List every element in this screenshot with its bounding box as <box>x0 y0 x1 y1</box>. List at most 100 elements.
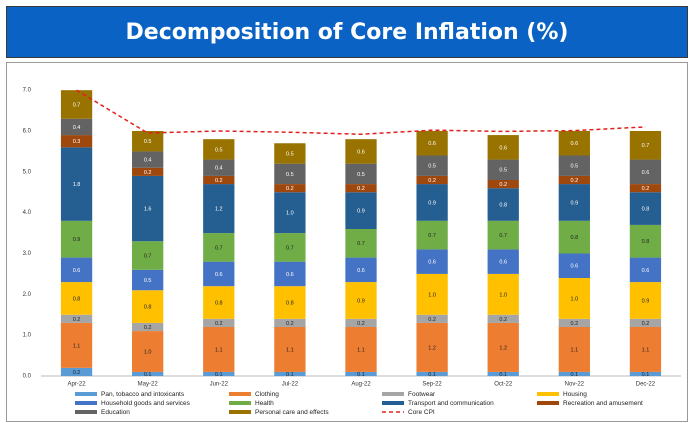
bar-segment <box>345 184 377 193</box>
data-label: 0.4 <box>73 125 81 131</box>
bar-segment <box>629 371 662 376</box>
data-label: 0.6 <box>73 268 81 274</box>
bar-segment <box>416 131 448 156</box>
legend-label: Footwear <box>408 391 436 398</box>
data-label: 0.5 <box>357 172 365 178</box>
bar-segment <box>274 261 306 287</box>
data-label: 0.6 <box>428 260 436 266</box>
bar-segment <box>274 233 306 262</box>
bar-segment <box>558 327 590 372</box>
bar-segment <box>345 229 377 258</box>
x-tick-label: May-22 <box>138 382 159 388</box>
data-label: 1.2 <box>428 345 436 351</box>
bar-segment <box>274 327 306 372</box>
bar-segment <box>203 233 235 262</box>
bar-segment <box>132 290 164 323</box>
data-label: 1.1 <box>215 347 223 353</box>
bar-segment <box>60 367 93 376</box>
bar-segment <box>416 322 448 372</box>
data-label: 0.1 <box>642 372 650 378</box>
legend-swatch <box>75 401 97 405</box>
data-label: 0.7 <box>215 245 223 251</box>
y-tick-label: 2.0 <box>23 292 32 298</box>
data-label: 1.0 <box>428 292 436 298</box>
data-label: 0.7 <box>642 143 650 149</box>
bar-segment <box>345 327 377 372</box>
bar-segment <box>629 184 662 193</box>
bar-segment <box>132 241 164 270</box>
legend-label: Transport and communication <box>408 400 494 407</box>
data-label: 1.0 <box>144 349 152 355</box>
bar-segment <box>132 322 164 332</box>
bar-segment <box>629 257 662 283</box>
data-label: 0.8 <box>215 300 223 306</box>
data-label: 0.2 <box>357 321 365 327</box>
x-tick-label: Nov-22 <box>565 382 585 388</box>
data-label: 0.6 <box>642 268 650 274</box>
bar-segment <box>274 192 306 234</box>
chart: 0.0 1.0 2.0 3.0 4.0 5.0 6.0 7.0 Apr-22 May-22 Jun-… <box>6 62 688 422</box>
data-label: 0.7 <box>499 233 507 239</box>
bar-segment <box>345 257 377 283</box>
data-label: 0.9 <box>357 298 365 304</box>
data-label: 0.2 <box>428 178 436 184</box>
bar-segment <box>629 131 662 160</box>
bar-segment <box>558 184 590 221</box>
bar-segment <box>558 220 590 254</box>
bar-segment <box>416 371 448 376</box>
x-tick-label: Oct-22 <box>494 382 513 388</box>
y-tick-label: 4.0 <box>23 210 32 216</box>
bar-segment <box>487 371 519 376</box>
data-label: 0.3 <box>73 139 81 145</box>
x-tick-label: Sep-22 <box>422 382 442 388</box>
data-label: 0.9 <box>642 298 650 304</box>
bar-segment <box>203 327 235 372</box>
bar-segment <box>60 322 93 368</box>
data-label: 0.9 <box>357 209 365 215</box>
data-label: 0.8 <box>286 300 294 306</box>
bar-segment <box>60 314 93 323</box>
bar-segment <box>132 175 164 242</box>
data-label: 0.5 <box>428 164 436 170</box>
bar-segment <box>203 371 235 376</box>
bar-segment <box>487 159 519 180</box>
data-label: 0.6 <box>357 149 365 155</box>
data-label: 0.5 <box>571 164 579 170</box>
data-label: 0.9 <box>73 237 81 243</box>
bar-segment <box>274 371 306 376</box>
data-label: 0.9 <box>428 200 436 206</box>
bar-segment <box>416 249 448 274</box>
bar-segment <box>487 180 519 189</box>
data-label: 1.1 <box>571 347 579 353</box>
y-tick-label: 0.0 <box>23 374 32 380</box>
data-label: 0.1 <box>428 372 436 378</box>
legend-swatch <box>229 392 251 396</box>
legend-label: Personal care and effects <box>255 409 329 416</box>
bar-segment <box>274 143 306 164</box>
data-label: 0.2 <box>571 321 579 327</box>
data-label: 1.2 <box>215 207 223 213</box>
data-label: 0.6 <box>499 260 507 266</box>
data-label: 1.1 <box>357 347 365 353</box>
bar-segment <box>487 220 519 250</box>
x-tick-label: Jun-22 <box>210 382 229 388</box>
data-label: 0.2 <box>357 186 365 192</box>
data-label: 0.6 <box>286 272 294 278</box>
bar-segment <box>60 282 93 315</box>
y-tick-label: 3.0 <box>23 251 32 257</box>
data-label: 0.7 <box>144 253 152 259</box>
bar-segment <box>629 282 662 319</box>
legend-label: Household goods and services <box>101 400 191 407</box>
data-label: 0.5 <box>499 168 507 174</box>
y-tick-label: 6.0 <box>23 129 32 135</box>
bar-segment <box>558 175 590 185</box>
legend-swatch <box>75 410 97 414</box>
bar-segment <box>558 253 590 278</box>
bar-segment <box>274 286 306 319</box>
data-label: 0.4 <box>144 158 152 164</box>
data-label: 0.5 <box>286 172 294 178</box>
bar-segment <box>132 269 164 291</box>
data-label: 0.2 <box>215 178 223 184</box>
bar-segment <box>345 371 377 376</box>
